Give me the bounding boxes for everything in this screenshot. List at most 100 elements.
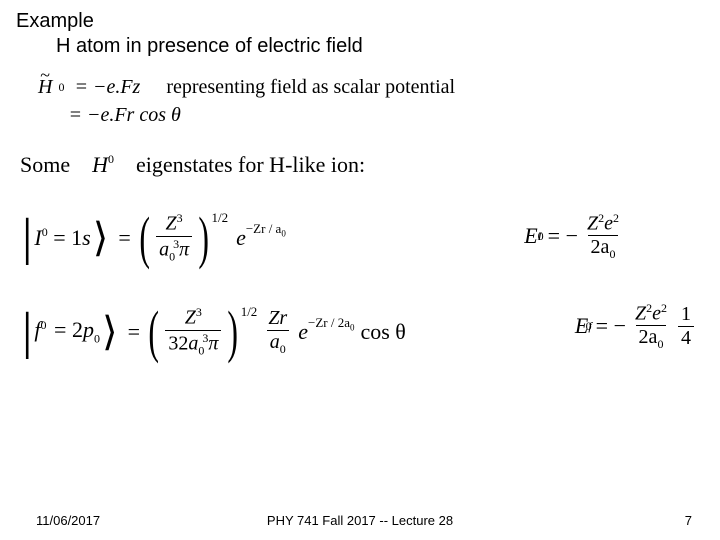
title-line1: Example [16, 10, 704, 33]
pi: π [208, 333, 218, 355]
eq: = − [596, 313, 626, 339]
state1-frac: Z3 a03π [156, 212, 192, 263]
state2-zrfrac: Zr a0 [265, 308, 290, 356]
E1sup: 0 [538, 229, 544, 244]
Z: Z [635, 302, 646, 324]
perturbation-eq1: H0 = −e.Fz representing field as scalar … [38, 76, 704, 99]
pi: π [179, 239, 189, 261]
slide: Example H atom in presence of electric f… [0, 0, 720, 540]
Z3: 3 [177, 211, 183, 225]
zr-den: a0 [267, 330, 289, 356]
state1-ket: I0 = 1s [34, 225, 90, 251]
zr-num: Zr [265, 308, 290, 330]
state1-paren: ( Z3 a03π ) 1/2 [135, 212, 230, 263]
E2-den: 2a0 [636, 325, 667, 351]
ket-pipe: | [22, 212, 32, 264]
e: e [604, 212, 613, 234]
state2-p: p [83, 317, 94, 342]
state1-outerexp: 1/2 [211, 210, 228, 226]
E2-num: Z2e2 [632, 302, 670, 326]
Z: Z [587, 212, 598, 234]
epow-sub: 0 [281, 228, 286, 238]
section-heading: Some H0 eigenstates for H-like ion: [20, 152, 704, 178]
state2-psub: 0 [94, 331, 100, 345]
a0sub: 0 [169, 250, 175, 264]
Z: Z [185, 307, 196, 329]
state1-sup: 0 [42, 225, 48, 239]
a0: 0 [657, 337, 663, 351]
H-sup: 0 [58, 80, 64, 95]
state1-s: s [82, 225, 91, 250]
H-tilde: H [38, 76, 52, 99]
states-block: | I0 = 1s ⟩ = ( Z3 a03π ) 1/2 e−Zr / a0 … [22, 206, 704, 364]
state2-costheta: cos θ [360, 319, 405, 345]
rparen: ) [198, 214, 209, 262]
state1-den: a03π [156, 236, 192, 263]
title-line2: H atom in presence of electric field [56, 35, 704, 58]
eq1-annotation: representing field as scalar potential [166, 76, 455, 99]
Z: Z [166, 213, 177, 235]
state2-num: Z3 [182, 306, 205, 330]
e2: 2 [613, 211, 619, 225]
section-H: H [92, 152, 108, 177]
state2-paren: ( Z3 32a03π ) 1/2 [144, 306, 259, 357]
eq1-rhs: = −e.Fz [74, 76, 140, 99]
state1-I: I [34, 225, 41, 250]
ket-pipe: | [22, 306, 32, 358]
state1-eq1s: = 1 [53, 225, 82, 250]
footer-page: 7 [685, 513, 692, 528]
state2-outerexp: 1/2 [241, 304, 258, 320]
E2sup: 0 [586, 319, 592, 334]
footer-center: PHY 741 Fall 2017 -- Lecture 28 [267, 513, 453, 528]
state2-epow: −Zr / 2a0 [308, 315, 354, 333]
state1-epow: −Zr / a0 [246, 221, 286, 239]
state2-ket: f0 = 2p0 [34, 317, 100, 346]
lparen: ( [148, 308, 159, 356]
Z2: 2 [598, 211, 604, 225]
eq: = − [548, 223, 578, 249]
state1-e: e [236, 225, 246, 251]
a0exp: 3 [202, 331, 208, 345]
rparen: ) [228, 308, 239, 356]
Z3: 3 [196, 305, 202, 319]
epow2-text: −Zr / 2a [308, 315, 350, 330]
extra1: 1 [678, 304, 694, 326]
epow2-sub: 0 [350, 322, 355, 332]
E1-den: 2a0 [588, 235, 619, 261]
a0: 0 [609, 247, 615, 261]
equals: = [128, 319, 140, 345]
footer-date: 11/06/2017 [36, 513, 100, 528]
state2-den: 32a03π [165, 330, 221, 357]
state2-sup: 0 [41, 318, 47, 332]
a0sub: 0 [198, 344, 204, 358]
zr-asub: 0 [280, 342, 286, 356]
state2-f: f [34, 317, 40, 342]
e: e [652, 302, 661, 324]
2a: 2a [591, 236, 610, 258]
perturbation-block: H0 = −e.Fz representing field as scalar … [38, 76, 704, 128]
a0exp: 3 [173, 237, 179, 251]
state2-frac: Z3 32a03π [165, 306, 221, 357]
eq2-rhs: = −e.Fr cos θ [68, 104, 180, 127]
energy2: Ef0 = − Z2e2 2a0 1 4 [575, 302, 696, 351]
a: a [188, 333, 198, 355]
equals: = [118, 225, 130, 251]
energy1: EI0 = − Z2e2 2a0 [524, 212, 624, 261]
H-symbol: H [38, 76, 52, 98]
E1-frac: Z2e2 2a0 [584, 212, 622, 261]
Z2: 2 [646, 301, 652, 315]
ket-rangle: ⟩ [102, 312, 118, 352]
coef32: 32 [168, 333, 188, 355]
footer: 11/06/2017 PHY 741 Fall 2017 -- Lecture … [0, 513, 720, 528]
state2-e: e [298, 319, 308, 345]
lparen: ( [139, 214, 150, 262]
section-Hsup: 0 [108, 152, 114, 166]
zr-a: a [270, 331, 280, 353]
section-suffix: eigenstates for H-like ion: [136, 152, 365, 177]
E1-num: Z2e2 [584, 212, 622, 236]
E2-frac: Z2e2 2a0 [632, 302, 670, 351]
e2: 2 [661, 301, 667, 315]
state2-eq2p: = 2 [54, 317, 83, 342]
extra4: 4 [678, 326, 694, 349]
section-prefix: Some [20, 152, 70, 177]
